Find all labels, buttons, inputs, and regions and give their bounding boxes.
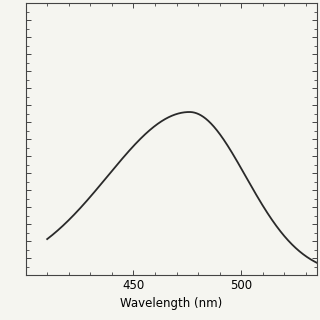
X-axis label: Wavelength (nm): Wavelength (nm) [120,297,222,309]
